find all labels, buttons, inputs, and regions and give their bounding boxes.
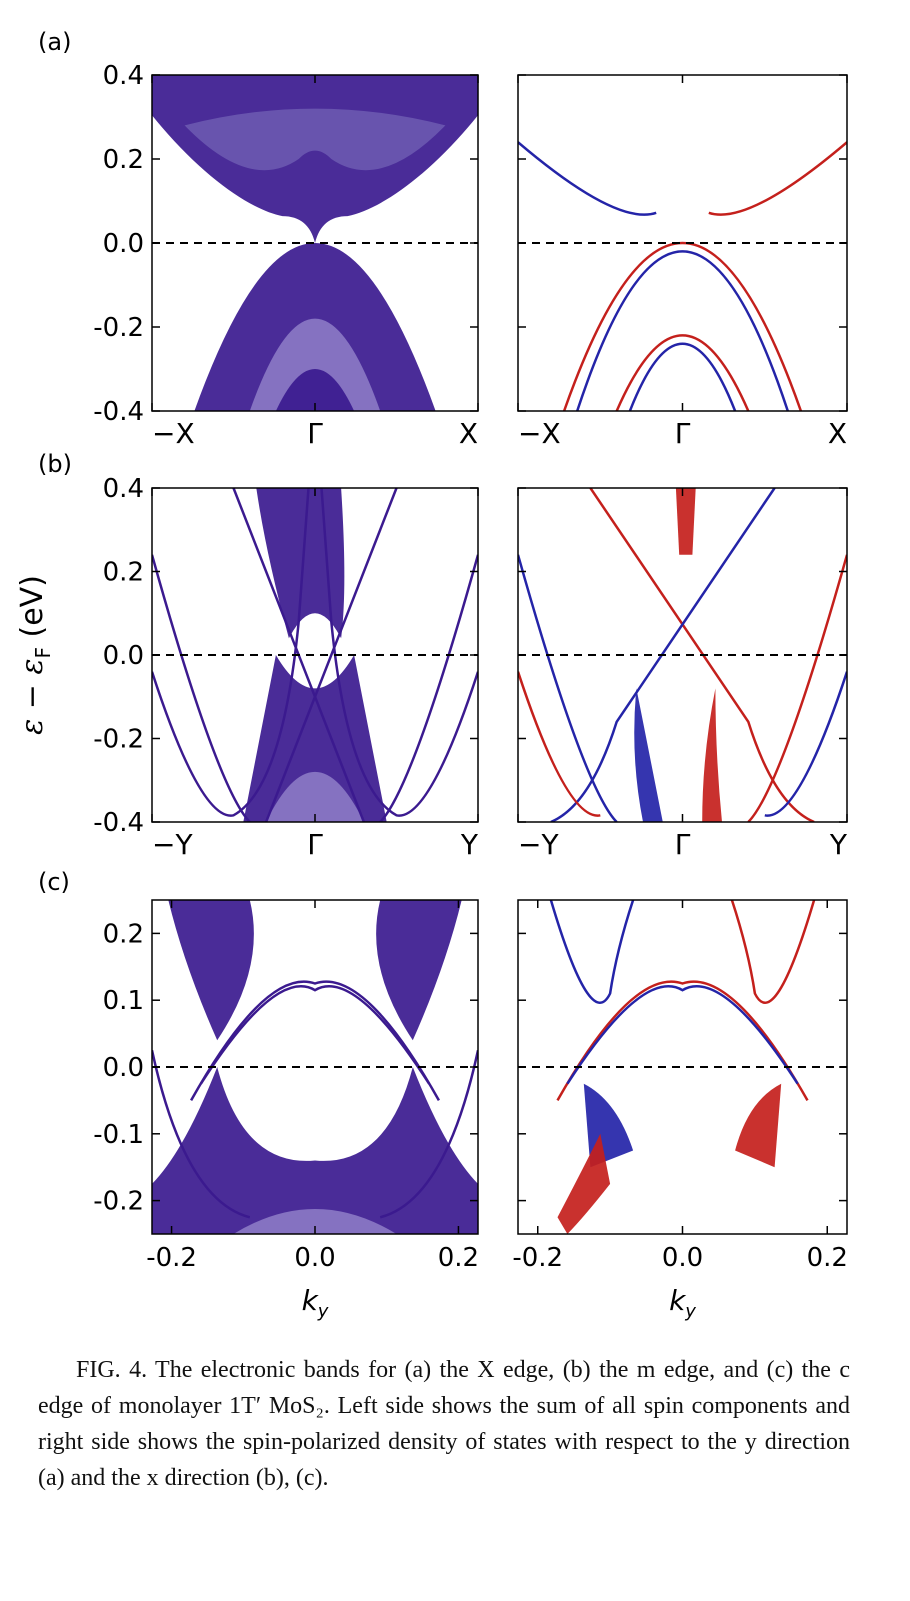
band-region	[168, 900, 254, 1041]
y-tick-label: -0.2	[93, 725, 144, 755]
band-line	[549, 900, 635, 1004]
x-label-main: k	[302, 1284, 320, 1317]
panel-label: (b)	[38, 450, 72, 478]
band-line	[152, 554, 251, 822]
band-region	[702, 688, 722, 822]
band-region	[184, 108, 446, 171]
x-tick-label: −X	[152, 417, 195, 450]
x-tick-label: X	[459, 417, 478, 450]
band-line	[562, 241, 803, 411]
band-region	[256, 488, 345, 639]
x-tick-label: −Y	[518, 828, 559, 861]
band-region	[735, 1083, 782, 1168]
x-tick-label: Y	[460, 828, 479, 861]
x-tick-label: Γ	[307, 417, 323, 450]
y-tick-label: -0.4	[93, 397, 144, 427]
y-tick-label: 0.4	[103, 474, 144, 504]
panel-image	[518, 488, 847, 822]
panel-image	[152, 488, 478, 822]
band-line	[379, 554, 478, 822]
panel-image	[152, 75, 478, 411]
band-line	[264, 488, 398, 822]
x-label-main: k	[669, 1284, 687, 1317]
x-tick-label: Y	[829, 828, 848, 861]
band-line	[708, 141, 847, 216]
x-tick-label: −X	[518, 417, 561, 450]
figure: ε − εF (eV) (a) 0.4 0.2 0.0 -0.2 -0.4 −X Γ X −X Γ X…	[15, 28, 848, 1322]
band-line	[747, 554, 847, 822]
band-region	[376, 900, 462, 1041]
y-tick-label: 0.2	[103, 558, 144, 588]
y-tick-label: 0.2	[103, 919, 144, 949]
y-tick-label: -0.1	[93, 1120, 144, 1150]
band-line	[152, 1050, 251, 1219]
band-region	[266, 771, 364, 822]
x-tick-label: 0.0	[662, 1243, 703, 1273]
band-line	[730, 900, 816, 1004]
y-tick-label: 0.1	[103, 986, 144, 1016]
band-line	[152, 488, 310, 817]
y-tick-label: 0.0	[103, 1053, 144, 1083]
caption: FIG. 4. The electronic bands for (a) the…	[38, 1357, 850, 1491]
x-label-sub: y	[684, 1301, 696, 1322]
band-region	[152, 75, 478, 243]
y-axis-label: ε − εF (eV)	[15, 575, 55, 735]
band-region	[275, 369, 355, 411]
band-line	[576, 250, 789, 411]
band-line	[764, 671, 847, 817]
band-line	[518, 671, 601, 817]
y-label-unit: (eV)	[15, 575, 50, 647]
band-line	[550, 488, 776, 822]
panel-label: (c)	[38, 868, 70, 896]
x-tick-label: X	[828, 417, 847, 450]
y-tick-label: 0.4	[103, 61, 144, 91]
band-region	[233, 1208, 397, 1234]
panel-image	[549, 900, 816, 1234]
x-tick-label: Γ	[675, 828, 691, 861]
x-tick-label: -0.2	[512, 1243, 563, 1273]
band-line	[320, 488, 478, 817]
x-tick-label: Γ	[675, 417, 691, 450]
y-label-main: ε − ε	[15, 659, 50, 735]
band-line	[518, 141, 657, 216]
x-tick-label: Γ	[307, 828, 323, 861]
band-region	[249, 318, 381, 411]
band-line	[628, 342, 737, 411]
x-axis-label: ky	[669, 1284, 696, 1322]
y-label-sub: F	[31, 647, 55, 659]
band-line	[518, 554, 618, 822]
y-tick-label: 0.0	[103, 641, 144, 671]
panel-label: (a)	[38, 28, 71, 56]
y-tick-label: -0.2	[93, 313, 144, 343]
band-line	[190, 980, 440, 1102]
y-tick-label: -0.2	[93, 1187, 144, 1217]
x-tick-label: -0.2	[146, 1243, 197, 1273]
x-tick-label: 0.2	[438, 1243, 479, 1273]
x-label-sub: y	[317, 1301, 329, 1322]
panel-image	[518, 141, 847, 411]
x-tick-label: 0.2	[807, 1243, 848, 1273]
band-region	[557, 1133, 611, 1234]
y-tick-label: -0.4	[93, 808, 144, 838]
band-line	[556, 980, 809, 1102]
band-line	[589, 488, 815, 822]
band-line	[615, 334, 750, 411]
band-region	[243, 655, 387, 822]
band-region	[634, 688, 663, 822]
band-region	[152, 1067, 478, 1234]
panel-image	[152, 900, 478, 1234]
band-line	[199, 985, 431, 1085]
x-tick-label: −Y	[152, 828, 193, 861]
band-line	[379, 1050, 478, 1219]
x-axis-label: ky	[302, 1284, 329, 1322]
band-line	[566, 985, 799, 1085]
y-tick-label: 0.2	[103, 145, 144, 175]
y-tick-label: 0.0	[103, 229, 144, 259]
x-tick-label: 0.0	[294, 1243, 335, 1273]
band-region	[675, 488, 696, 555]
